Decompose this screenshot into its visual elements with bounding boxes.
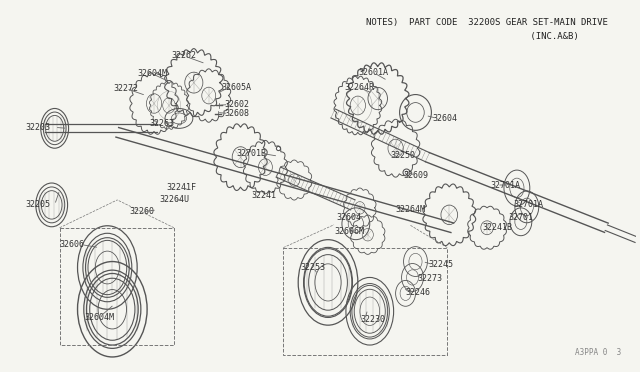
Text: 32273: 32273 [417,274,442,283]
Text: 32250: 32250 [390,151,415,160]
Text: 32246: 32246 [405,288,430,297]
Text: 32253: 32253 [301,263,326,272]
Text: 32602: 32602 [224,100,249,109]
Text: 32604M: 32604M [84,313,115,322]
Text: 32605A: 32605A [221,83,252,92]
Text: 32241B: 32241B [482,223,512,232]
Text: 32606: 32606 [59,240,84,249]
Text: 32241F: 32241F [166,183,196,192]
Text: 32205: 32205 [25,201,51,209]
Bar [60,228,174,345]
Text: 32272: 32272 [114,84,139,93]
Text: 32264U: 32264U [159,195,189,205]
Text: 32604: 32604 [337,213,362,222]
Text: 32263: 32263 [150,119,175,128]
Text: 32609: 32609 [403,171,428,180]
Text: 32701A: 32701A [490,180,520,189]
Text: (INC.A&B): (INC.A&B) [396,32,579,41]
Text: 32230: 32230 [360,315,385,324]
Text: 32604: 32604 [433,114,458,123]
Text: A3PPA 0  3: A3PPA 0 3 [575,348,621,357]
Text: 32262: 32262 [172,51,196,60]
Text: 32203: 32203 [25,123,51,132]
Text: 32241: 32241 [251,192,276,201]
Bar [284,248,447,355]
Text: 32604M: 32604M [137,69,167,78]
Text: 32701A: 32701A [514,201,544,209]
Text: NOTES)  PART CODE  32200S GEAR SET-MAIN DRIVE: NOTES) PART CODE 32200S GEAR SET-MAIN DR… [366,19,608,28]
Text: 32601A: 32601A [359,68,388,77]
Text: 32608: 32608 [224,109,249,118]
Text: 32606M: 32606M [334,227,364,236]
Text: 32264M: 32264M [396,205,426,214]
Text: 32701: 32701 [508,213,533,222]
Text: 32701B: 32701B [237,149,266,158]
Text: 32245: 32245 [429,260,454,269]
Text: 32264R: 32264R [345,83,375,92]
Text: 32260: 32260 [130,207,155,217]
